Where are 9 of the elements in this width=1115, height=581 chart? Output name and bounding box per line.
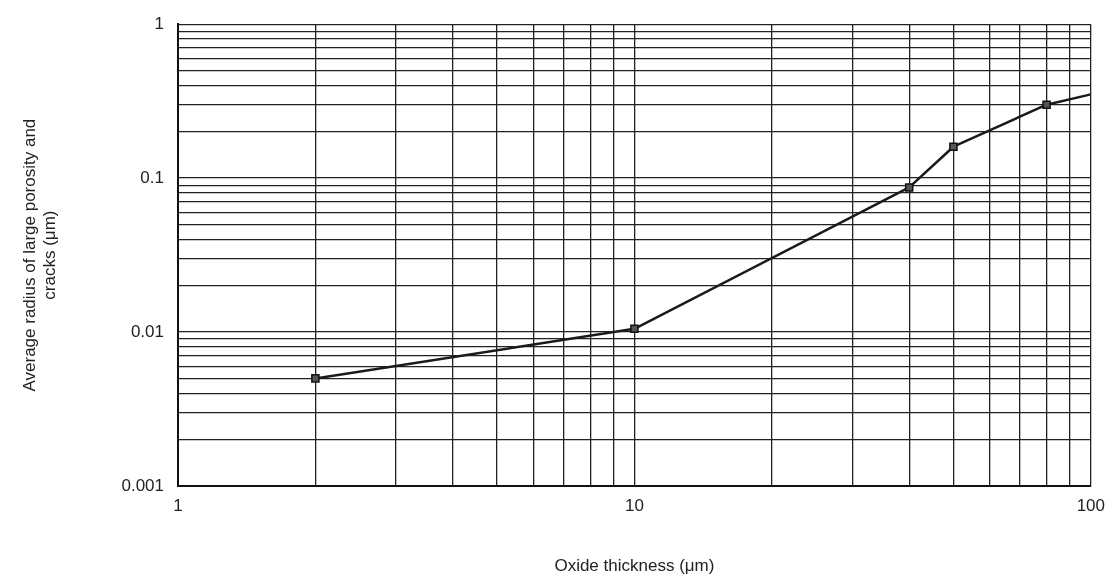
x-tick-label: 1: [173, 495, 183, 515]
y-tick-label: 0.001: [121, 475, 164, 495]
y-tick-label: 1: [154, 13, 164, 33]
y-tick-label: 0.01: [130, 321, 164, 341]
y-tick-label: 0.1: [140, 167, 164, 187]
x-tick-label: 100: [1076, 495, 1106, 515]
y-axis-title: Average radius of large porosity and cracks (μm): [19, 118, 60, 392]
x-axis-title: Oxide thickness (μm): [554, 556, 715, 576]
x-tick-label: 10: [624, 495, 644, 515]
